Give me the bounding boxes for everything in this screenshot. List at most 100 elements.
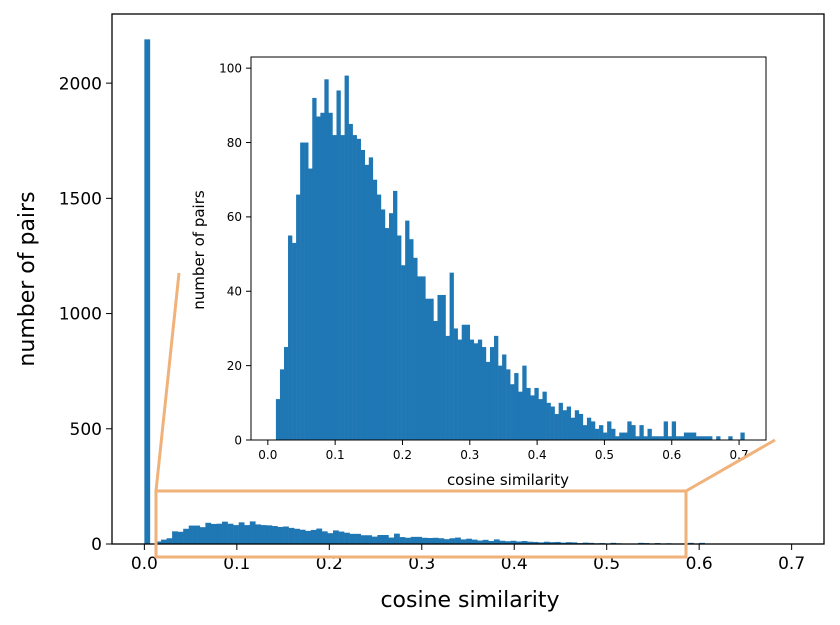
inset-bar-76 [582, 425, 588, 440]
main-bar-9 [199, 527, 206, 544]
main-bar-1 [155, 541, 162, 544]
main-x-tick-label: 0.0 [131, 554, 158, 574]
main-bar-70 [538, 542, 545, 544]
inset-bar-70 [558, 402, 563, 440]
main-bar-64 [504, 541, 511, 544]
inset-bar-46 [461, 324, 466, 440]
inset-bar-1 [279, 369, 285, 440]
inset-bar-11 [320, 112, 325, 440]
main-bar-66 [516, 541, 522, 544]
inset-bar-5 [296, 194, 301, 440]
inset-bar-94 [655, 436, 660, 440]
inset-bar-6 [300, 142, 305, 440]
inset-y-tick-label: 60 [227, 210, 242, 224]
main-bar-68 [527, 541, 533, 544]
main-bar-63 [499, 540, 506, 544]
inset-bar-101 [683, 432, 689, 440]
inset-bar-23 [368, 157, 374, 440]
main-bar-38 [360, 535, 367, 544]
main-bars [144, 39, 800, 544]
main-bar-22 [271, 526, 278, 544]
main-bar-29 [310, 529, 317, 544]
main-bar-76 [571, 542, 578, 544]
main-bar-61 [488, 541, 495, 544]
main-bar-45 [399, 537, 406, 544]
inset-bar-53 [489, 347, 495, 440]
inset-bar-26 [380, 209, 386, 440]
main-bar-65 [510, 540, 517, 544]
inset-bar-35 [417, 276, 422, 440]
inset-y-tick-label: 80 [227, 136, 242, 150]
inset-bar-62 [526, 387, 531, 440]
inset-y-tick-label: 0 [234, 433, 242, 447]
inset-bar-93 [651, 436, 656, 440]
main-bar-40 [371, 536, 378, 544]
main-bar-58 [471, 539, 478, 544]
inset-bar-88 [631, 425, 636, 440]
inset-bar-80 [599, 425, 604, 440]
inset-bar-87 [627, 421, 632, 440]
main-x-tick-label: 0.1 [223, 554, 250, 574]
main-bar-49 [421, 537, 428, 544]
main-bar-20 [260, 525, 267, 544]
inset-bar-30 [397, 235, 402, 440]
main-bar-24 [283, 526, 289, 544]
inset-bar-92 [647, 428, 652, 440]
main-bar-72 [549, 542, 556, 544]
inset-bar-84 [615, 436, 620, 440]
inset-bar-61 [522, 365, 527, 440]
inset-bar-85 [619, 432, 624, 440]
inset-bar-39 [433, 321, 438, 440]
main-bar-54 [449, 538, 456, 544]
inset-x-tick-label: 0.2 [393, 448, 412, 462]
inset-bar-91 [643, 436, 648, 440]
inset-bar-79 [595, 428, 600, 440]
inset-bar-59 [514, 373, 519, 440]
inset-x-axis-label: cosine similarity [447, 471, 569, 489]
inset-bar-90 [639, 425, 644, 440]
inset-bar-57 [506, 369, 511, 440]
main-bar-32 [327, 533, 334, 544]
main-bar-67 [521, 541, 528, 544]
main-bar-75 [566, 542, 572, 544]
main-bar-74 [560, 542, 567, 544]
inset-bar-89 [635, 436, 640, 440]
main-bar-16 [238, 522, 245, 544]
inset-bar-67 [546, 402, 551, 440]
main-x-tick-label: 0.4 [501, 554, 528, 574]
inset-bar-55 [498, 365, 503, 440]
main-bar-39 [366, 535, 373, 544]
main-bar-56 [460, 539, 467, 544]
main-bar-4 [172, 531, 178, 544]
inset-bar-51 [481, 347, 487, 440]
inset-bar-54 [494, 335, 499, 440]
inset-y-tick-label: 100 [219, 61, 242, 75]
main-bar-53 [443, 539, 450, 544]
inset-bars [275, 75, 745, 441]
main-bar-26 [294, 528, 300, 544]
inset-bar-81 [603, 432, 608, 440]
inset-bar-78 [590, 421, 596, 440]
main-bar-35 [344, 532, 350, 544]
main-bar-69 [532, 541, 539, 544]
inset-bar-64 [534, 387, 539, 440]
inset-bar-28 [389, 213, 394, 440]
inset-bar-71 [562, 410, 567, 440]
inset-y-tick-label: 20 [227, 359, 242, 373]
main-x-ticks: 0.0 0.1 0.2 0.3 0.4 0.5 0.6 0.7 [131, 544, 805, 574]
main-x-axis-label: cosine similarity [380, 588, 559, 613]
inset-bar-27 [384, 228, 390, 440]
inset-x-tick-label: 0.0 [258, 448, 277, 462]
main-bar-23 [277, 526, 284, 544]
inset-bar-66 [542, 391, 547, 440]
inset-bar-17 [344, 75, 349, 440]
main-bar-60 [482, 539, 489, 544]
main-bar-73 [554, 541, 561, 544]
inset-bar-106 [704, 436, 709, 440]
main-bar-57 [466, 538, 472, 544]
inset-bar-42 [445, 335, 450, 440]
main-bar-13 [222, 521, 228, 544]
inset-bar-109 [728, 436, 733, 440]
inset-y-tick-label: 40 [227, 285, 242, 299]
